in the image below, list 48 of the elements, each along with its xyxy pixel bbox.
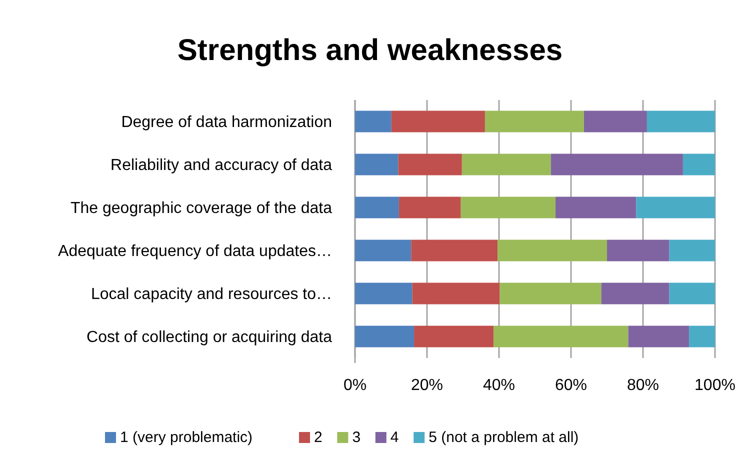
x-tick-label: 100% [694, 377, 736, 394]
x-tick-label: 80% [626, 377, 660, 394]
bar [355, 154, 398, 176]
bar [682, 154, 715, 176]
bar [636, 196, 715, 218]
bar [669, 240, 715, 262]
y-tick-label: Reliability and accuracy of data [110, 157, 332, 174]
x-tick-label: 40% [482, 377, 516, 394]
bar [669, 282, 715, 304]
bar [462, 154, 551, 176]
y-tick-label: Degree of data harmonization [121, 114, 332, 132]
bar [355, 196, 399, 218]
bar [391, 110, 485, 132]
bar [556, 196, 636, 218]
y-tick-label: Cost of collecting or acquiring data [86, 329, 332, 346]
chart-title: Strengths and weaknesses [177, 34, 563, 67]
bar [460, 196, 556, 218]
bar [398, 154, 462, 176]
legend-label: 3 [352, 429, 361, 446]
x-tick-label: 60% [554, 377, 588, 394]
bar [355, 240, 412, 262]
bar [414, 326, 494, 348]
bar [484, 110, 584, 132]
bar [607, 240, 670, 262]
y-tick-label: Local capacity and resources to… [90, 286, 332, 304]
y-tick-label: Adequate frequency of data updates… [58, 243, 332, 260]
bar [411, 240, 498, 262]
bar [398, 196, 461, 218]
bar [494, 326, 628, 348]
bar [689, 326, 715, 348]
legend-label: 4 [390, 429, 399, 446]
bar [355, 282, 412, 304]
x-tick-label: 20% [410, 377, 444, 394]
legend-label: 5 (not a problem at all) [428, 429, 579, 446]
bar [412, 282, 500, 304]
x-tick-label: 0% [343, 377, 367, 394]
bar [550, 154, 683, 176]
bar [646, 110, 715, 132]
bar [584, 110, 647, 132]
bar [500, 282, 602, 304]
bar [355, 110, 392, 132]
bar [601, 282, 670, 304]
y-tick-label: The geographic coverage of the data [70, 200, 332, 218]
bar [355, 326, 414, 348]
bar [628, 326, 690, 348]
bar [498, 240, 607, 262]
legend-label: 1 (very problematic) [120, 429, 253, 446]
legend-label: 2 [314, 429, 322, 446]
